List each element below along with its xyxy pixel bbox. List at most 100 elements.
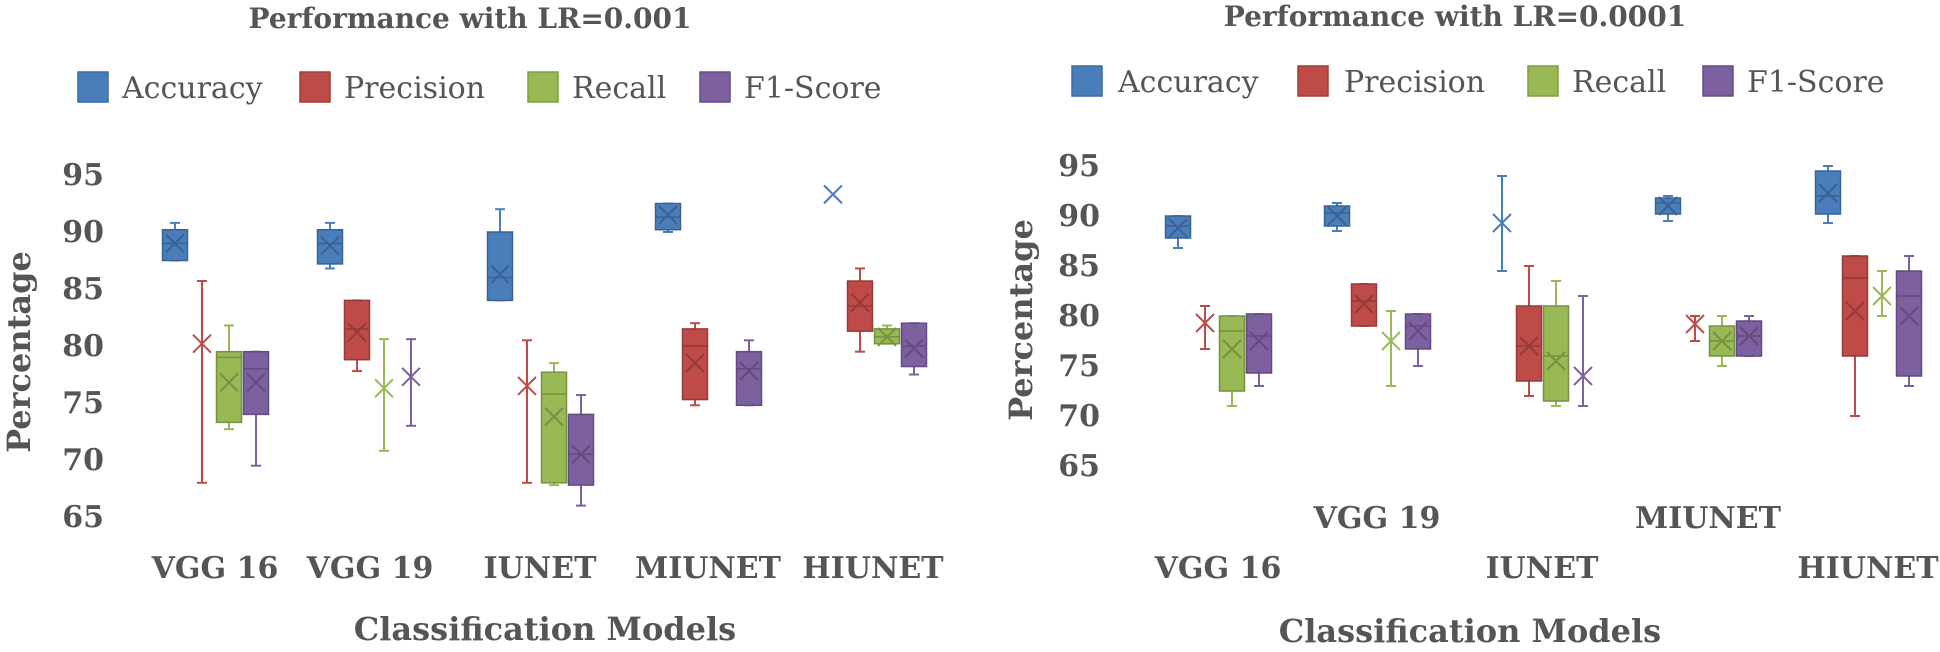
box-f1-iqr bbox=[567, 413, 595, 486]
chart-2-categories: VGG 16 VGG 19 IUNET MIUNET HIUNET bbox=[1154, 501, 1940, 586]
mean-marker-precision bbox=[1845, 301, 1865, 321]
chart-1-categories: VGG 16 VGG 19 IUNET MIUNET HIUNET bbox=[151, 551, 945, 586]
chart-1-category-label: VGG 16 bbox=[151, 551, 279, 586]
mean-marker-f1 bbox=[1249, 331, 1269, 351]
mean-marker-precision bbox=[685, 353, 705, 373]
chart-2-legend-swatch-recall bbox=[1527, 65, 1559, 97]
chart-2-legend-swatch-precision bbox=[1297, 65, 1329, 97]
mean-marker-f1 bbox=[1899, 306, 1919, 326]
box-accuracy-2 bbox=[316, 221, 344, 270]
chart-1-legend-label-f1: F1-Score bbox=[744, 71, 882, 106]
chart-2-legend-label-precision: Precision bbox=[1344, 65, 1485, 100]
mean-marker-accuracy bbox=[658, 205, 678, 225]
box-precision-iqr bbox=[1515, 305, 1543, 382]
box-recall-5 bbox=[1872, 270, 1892, 317]
chart-1-ytick: 75 bbox=[62, 386, 104, 421]
mean-marker-recall bbox=[1872, 286, 1892, 306]
chart-2-legend-label-f1: F1-Score bbox=[1747, 65, 1885, 100]
chart-1-legend: Accuracy Precision Recall F1-Score bbox=[77, 71, 882, 106]
mean-marker-precision bbox=[192, 334, 212, 354]
mean-marker-recall bbox=[374, 378, 394, 398]
box-accuracy-1 bbox=[161, 221, 189, 262]
box-f1-3 bbox=[567, 394, 595, 507]
chart-2-xlabel: Classification Models bbox=[1279, 612, 1661, 650]
chart-1-ytick: 70 bbox=[62, 443, 104, 478]
box-precision-1 bbox=[192, 280, 212, 484]
mean-marker-precision bbox=[1195, 313, 1215, 333]
chart-1-category-label: VGG 19 bbox=[306, 551, 434, 586]
chart-2-category-label: VGG 19 bbox=[1313, 501, 1441, 536]
box-f1-1 bbox=[242, 350, 270, 467]
box-f1-1 bbox=[1245, 313, 1273, 387]
box-f1-3 bbox=[1573, 295, 1593, 407]
mean-marker-recall bbox=[1381, 331, 1401, 351]
box-precision-1 bbox=[1195, 305, 1215, 350]
chart-1-category-label: HIUNET bbox=[802, 551, 944, 586]
box-precision-5 bbox=[846, 267, 874, 353]
chart-1-category-label: MIUNET bbox=[635, 551, 782, 586]
mean-marker-accuracy bbox=[320, 235, 340, 256]
mean-marker-precision bbox=[850, 292, 870, 313]
chart-1-legend-swatch-f1 bbox=[699, 71, 731, 103]
box-recall-3 bbox=[540, 362, 568, 487]
chart-2: Performance with LR=0.0001 Accuracy Prec… bbox=[1002, 0, 1939, 650]
chart-1-plot-area bbox=[161, 184, 928, 507]
box-accuracy-5 bbox=[1814, 165, 1842, 224]
mean-marker-accuracy bbox=[165, 233, 185, 254]
mean-marker-precision bbox=[1519, 336, 1539, 356]
box-recall-iqr bbox=[540, 371, 568, 484]
box-accuracy-3 bbox=[486, 208, 514, 302]
chart-2-ytick: 95 bbox=[1058, 149, 1100, 184]
mean-marker-precision bbox=[1685, 314, 1705, 334]
chart-2-yticks: 95 90 85 80 75 70 65 bbox=[1058, 149, 1100, 484]
mean-marker-f1 bbox=[571, 444, 591, 465]
box-recall-4 bbox=[1708, 315, 1736, 367]
mean-marker-accuracy bbox=[1168, 218, 1188, 238]
mean-marker-recall bbox=[877, 327, 897, 347]
mean-marker-f1 bbox=[904, 338, 924, 358]
chart-2-category-label: MIUNET bbox=[1635, 501, 1782, 536]
mean-marker-f1 bbox=[401, 367, 421, 387]
mean-marker-accuracy bbox=[490, 264, 510, 284]
chart-2-legend-swatch-f1 bbox=[1702, 65, 1734, 97]
chart-1-legend-swatch-precision bbox=[299, 71, 331, 103]
box-recall-5 bbox=[873, 324, 901, 347]
box-precision-2 bbox=[343, 299, 371, 373]
chart-1-legend-swatch-accuracy bbox=[77, 71, 109, 103]
chart-2-ytick: 70 bbox=[1058, 399, 1100, 434]
box-precision-5 bbox=[1841, 255, 1869, 417]
mean-marker-accuracy bbox=[1492, 213, 1512, 233]
mean-marker-recall bbox=[544, 406, 564, 427]
chart-2-legend-label-recall: Recall bbox=[1572, 65, 1666, 100]
box-recall-3 bbox=[1542, 280, 1570, 407]
chart-1-legend-label-accuracy: Accuracy bbox=[121, 71, 263, 106]
mean-marker-accuracy bbox=[1818, 183, 1838, 203]
chart-1-ylabel: Percentage bbox=[0, 251, 38, 453]
mean-marker-f1 bbox=[1573, 366, 1593, 386]
box-recall-2 bbox=[374, 338, 394, 452]
mean-marker-accuracy bbox=[1658, 196, 1678, 216]
chart-2-legend-label-accuracy: Accuracy bbox=[1117, 65, 1259, 100]
box-precision-iqr bbox=[343, 299, 371, 361]
box-recall-iqr bbox=[1218, 315, 1246, 392]
chart-1-ytick: 90 bbox=[62, 215, 104, 250]
box-f1-4 bbox=[1735, 315, 1763, 357]
chart-2-legend: Accuracy Precision Recall F1-Score bbox=[1071, 65, 1885, 100]
box-accuracy-3 bbox=[1492, 175, 1512, 272]
box-precision-2 bbox=[1350, 283, 1378, 327]
mean-marker-recall bbox=[1222, 339, 1242, 359]
box-accuracy-2 bbox=[1323, 202, 1351, 232]
chart-2-ytick: 90 bbox=[1058, 199, 1100, 234]
chart-2-category-label: VGG 16 bbox=[1154, 551, 1282, 586]
chart-1-legend-label-precision: Precision bbox=[344, 71, 485, 106]
chart-1-legend-label-recall: Recall bbox=[572, 71, 666, 106]
chart-2-legend-swatch-accuracy bbox=[1071, 65, 1103, 97]
chart-1-ytick: 65 bbox=[62, 500, 104, 535]
chart-2-title: Performance with LR=0.0001 bbox=[1224, 0, 1686, 33]
box-f1-iqr bbox=[900, 322, 928, 368]
chart-1-ytick: 80 bbox=[62, 329, 104, 364]
chart-1-title: Performance with LR=0.001 bbox=[249, 2, 692, 35]
box-accuracy-5 bbox=[823, 184, 843, 205]
chart-1-ytick: 85 bbox=[62, 272, 104, 307]
